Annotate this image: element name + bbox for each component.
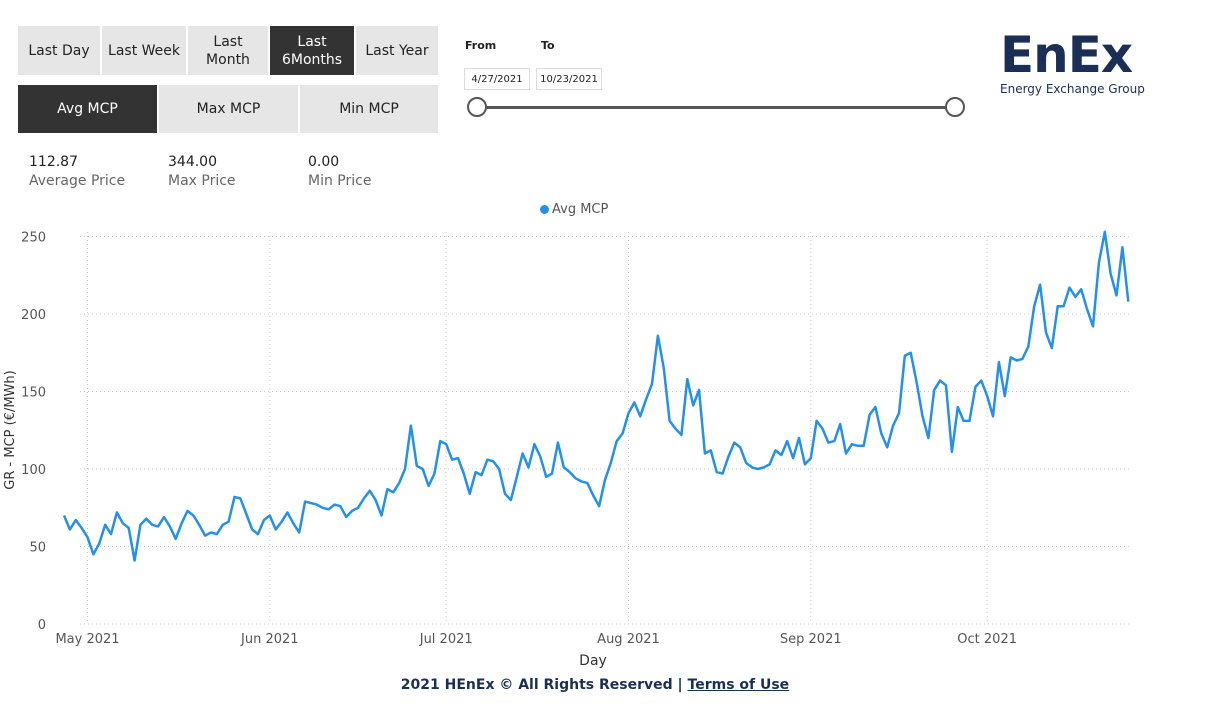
last-week-button[interactable]: Last Week: [102, 26, 186, 75]
y-tick-label: 0: [38, 618, 46, 633]
footer-copyright: 2021 HEnEx © All Rights Reserved |: [400, 677, 688, 693]
min-price-label: Min Price: [308, 173, 372, 189]
x-axis: May 2021 Jun 2021 Jul 2021 Aug 2021 Sep 2021…: [55, 632, 1017, 647]
y-axis: 0 50 100 150 200 250: [21, 231, 46, 634]
x-tick-label: Sep 2021: [780, 632, 842, 647]
min-price-value: 0.00: [308, 154, 340, 170]
date-range-slider-track[interactable]: [478, 106, 956, 109]
avg-mcp-button[interactable]: Avg MCP: [18, 85, 157, 133]
x-tick-label: Jul 2021: [419, 632, 473, 647]
average-price-value: 112.87: [29, 154, 78, 170]
avg-mcp-series-line: [62, 230, 1130, 562]
x-tick-label: Jun 2021: [240, 632, 299, 647]
y-axis-title: GR - MCP (€/MWh): [3, 370, 18, 489]
max-mcp-button[interactable]: Max MCP: [159, 85, 298, 133]
y-tick-label: 250: [21, 231, 46, 246]
date-range-start-handle[interactable]: [467, 97, 487, 117]
last-year-button[interactable]: Last Year: [356, 26, 438, 75]
last-6months-button[interactable]: Last 6Months: [270, 26, 354, 75]
enex-logo: EnEx: [1000, 26, 1133, 84]
chart-legend: Avg MCP: [540, 202, 608, 217]
average-price-stat: 112.87 Average Price: [29, 153, 125, 191]
footer: 2021 HEnEx © All Rights Reserved | Terms…: [0, 677, 1190, 693]
max-price-label: Max Price: [168, 173, 236, 189]
legend-series-label: Avg MCP: [552, 202, 609, 217]
average-price-label: Average Price: [29, 173, 126, 189]
chart-grid: [80, 232, 1130, 625]
enex-logo-subtitle: Energy Exchange Group: [1000, 82, 1145, 96]
max-price-value: 344.00: [168, 154, 217, 170]
date-range-end-handle[interactable]: [945, 97, 965, 117]
x-tick-label: May 2021: [55, 632, 119, 647]
from-label: From: [465, 39, 497, 52]
x-tick-label: Oct 2021: [957, 632, 1017, 647]
legend-dot-icon: [540, 205, 549, 214]
last-day-button[interactable]: Last Day: [18, 26, 100, 75]
min-mcp-button[interactable]: Min MCP: [300, 85, 438, 133]
y-tick-label: 50: [29, 541, 46, 556]
y-tick-label: 200: [21, 308, 46, 323]
from-date-input[interactable]: 4/27/2021: [464, 68, 530, 90]
x-axis-title: Day: [579, 653, 607, 669]
x-tick-label: Aug 2021: [597, 632, 660, 647]
to-date-input[interactable]: 10/23/2021: [536, 68, 602, 90]
y-tick-label: 150: [21, 386, 46, 401]
to-label: To: [541, 39, 555, 52]
y-tick-label: 100: [21, 463, 46, 478]
terms-of-use-link[interactable]: Terms of Use: [687, 677, 790, 693]
min-price-stat: 0.00 Min Price: [308, 153, 371, 191]
max-price-stat: 344.00 Max Price: [168, 153, 236, 191]
last-month-button[interactable]: Last Month: [188, 26, 268, 75]
